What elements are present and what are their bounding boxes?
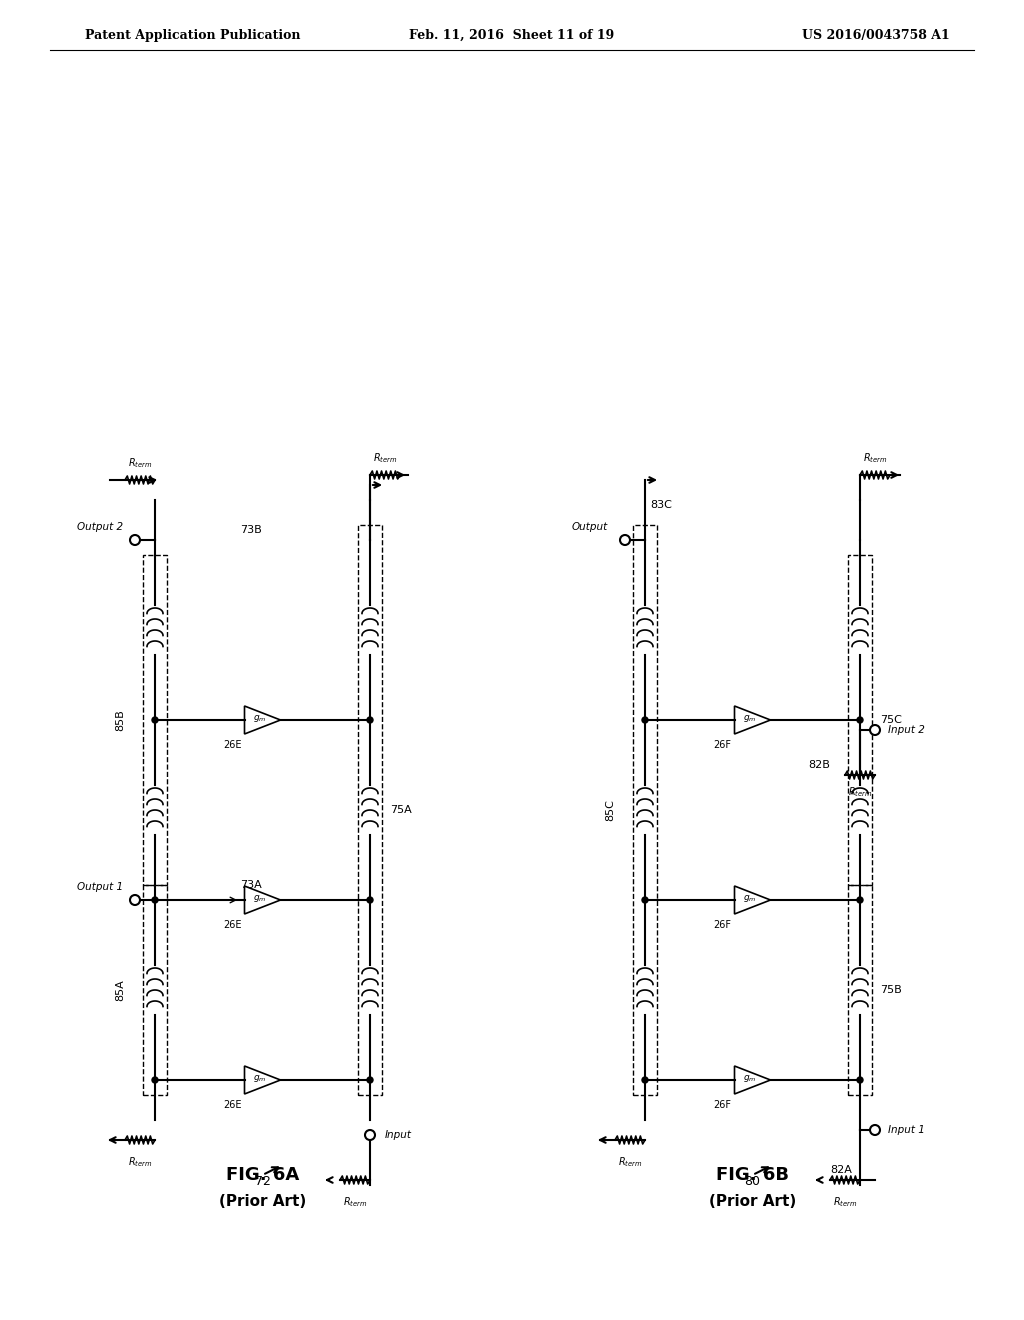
Circle shape	[870, 1125, 880, 1135]
Text: $R_{term}$: $R_{term}$	[862, 451, 887, 465]
Text: $g_m$: $g_m$	[253, 892, 266, 903]
Circle shape	[857, 1077, 863, 1082]
Text: Input 1: Input 1	[888, 1125, 925, 1135]
Text: $g_m$: $g_m$	[742, 1072, 757, 1084]
Text: $R_{term}$: $R_{term}$	[128, 457, 153, 470]
Circle shape	[870, 725, 880, 735]
Circle shape	[857, 898, 863, 903]
Text: 26F: 26F	[714, 920, 731, 931]
Text: Feb. 11, 2016  Sheet 11 of 19: Feb. 11, 2016 Sheet 11 of 19	[410, 29, 614, 41]
Text: Output 1: Output 1	[77, 882, 123, 892]
Text: (Prior Art): (Prior Art)	[219, 1195, 306, 1209]
Text: FIG. 6B: FIG. 6B	[716, 1166, 790, 1184]
Text: $R_{term}$: $R_{term}$	[373, 451, 397, 465]
Circle shape	[152, 1077, 158, 1082]
Text: 73A: 73A	[240, 880, 262, 890]
Circle shape	[152, 898, 158, 903]
Text: 26E: 26E	[223, 741, 242, 750]
Text: 85A: 85A	[115, 979, 125, 1001]
Text: 26E: 26E	[223, 1100, 242, 1110]
Text: 73B: 73B	[240, 525, 262, 535]
Circle shape	[367, 1077, 373, 1082]
Bar	[358, 525, 382, 1096]
Circle shape	[367, 898, 373, 903]
Text: 82B: 82B	[808, 760, 830, 770]
Text: 83C: 83C	[650, 500, 672, 510]
Text: $R_{term}$: $R_{term}$	[833, 1195, 857, 1209]
Text: $R_{term}$: $R_{term}$	[128, 1155, 153, 1168]
Bar	[848, 884, 872, 1096]
Text: $R_{term}$: $R_{term}$	[617, 1155, 642, 1168]
Text: Output: Output	[571, 521, 608, 532]
Circle shape	[367, 717, 373, 723]
Text: FIG. 6A: FIG. 6A	[226, 1166, 299, 1184]
Circle shape	[642, 717, 648, 723]
Text: $g_m$: $g_m$	[742, 892, 757, 903]
Bar	[848, 554, 872, 884]
Text: Output 2: Output 2	[77, 521, 123, 532]
Circle shape	[152, 717, 158, 723]
Text: 26F: 26F	[714, 741, 731, 750]
Text: 26F: 26F	[714, 1100, 731, 1110]
Text: (Prior Art): (Prior Art)	[709, 1195, 796, 1209]
Text: $g_m$: $g_m$	[742, 713, 757, 723]
Circle shape	[642, 898, 648, 903]
Circle shape	[642, 1077, 648, 1082]
Text: 72: 72	[255, 1175, 270, 1188]
Circle shape	[130, 895, 140, 906]
Text: US 2016/0043758 A1: US 2016/0043758 A1	[802, 29, 950, 41]
Text: $g_m$: $g_m$	[253, 713, 266, 723]
Text: 80: 80	[744, 1175, 761, 1188]
Text: Patent Application Publication: Patent Application Publication	[85, 29, 300, 41]
Text: 75C: 75C	[880, 715, 902, 725]
Text: $g_m$: $g_m$	[253, 1072, 266, 1084]
Text: Input: Input	[385, 1130, 412, 1140]
Text: 75A: 75A	[390, 805, 412, 814]
Text: $R_{term}$: $R_{term}$	[343, 1195, 368, 1209]
Text: 85B: 85B	[115, 709, 125, 731]
Circle shape	[130, 535, 140, 545]
Circle shape	[857, 717, 863, 723]
Bar	[143, 884, 167, 1096]
Text: 82A: 82A	[830, 1166, 852, 1175]
Text: 75B: 75B	[880, 985, 902, 995]
Bar	[633, 525, 657, 1096]
Text: 85C: 85C	[605, 799, 615, 821]
Circle shape	[620, 535, 630, 545]
Text: $R_{term}$: $R_{term}$	[848, 785, 872, 799]
Circle shape	[365, 1130, 375, 1140]
Text: Input 2: Input 2	[888, 725, 925, 735]
Text: 26E: 26E	[223, 920, 242, 931]
Bar	[143, 554, 167, 884]
